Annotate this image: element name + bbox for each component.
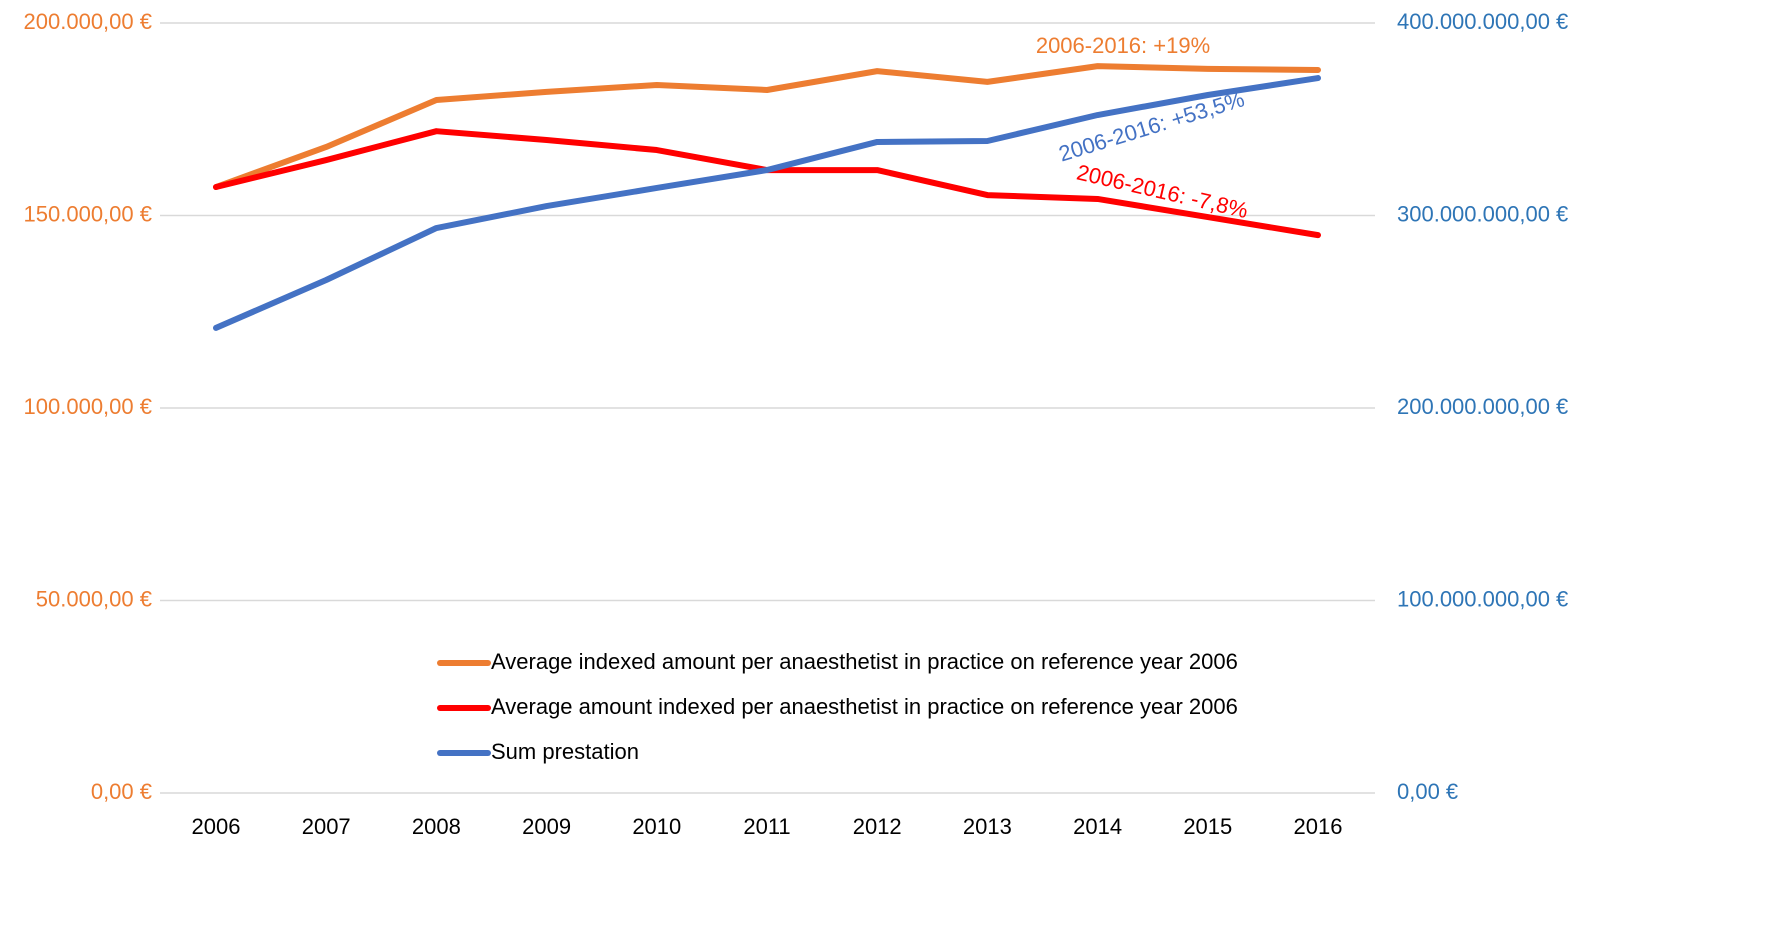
y2-tick-label: 300.000.000,00 € — [1397, 201, 1568, 226]
y2-tick-label: 200.000.000,00 € — [1397, 394, 1568, 419]
x-tick-label: 2011 — [743, 814, 790, 839]
y-tick-label: 150.000,00 € — [24, 201, 152, 226]
x-tick-label: 2013 — [963, 814, 1012, 839]
x-tick-label: 2008 — [412, 814, 461, 839]
x-tick-label: 2015 — [1183, 814, 1232, 839]
x-tick-label: 2016 — [1294, 814, 1343, 839]
x-tick-label: 2007 — [302, 814, 351, 839]
legend-label: Average amount indexed per anaesthetist … — [491, 694, 1238, 719]
y2-tick-label: 400.000.000,00 € — [1397, 9, 1568, 34]
x-tick-label: 2012 — [853, 814, 902, 839]
annotation: 2006-2016: -7,8% — [1074, 160, 1250, 224]
annotation: 2006-2016: +53,5% — [1056, 86, 1248, 166]
y-tick-label: 100.000,00 € — [24, 394, 152, 419]
x-tick-label: 2010 — [632, 814, 681, 839]
series-line — [213, 63, 1321, 191]
legend-label: Average indexed amount per anaesthetist … — [491, 649, 1238, 674]
y-tick-label: 0,00 € — [91, 779, 152, 804]
x-tick-label: 2014 — [1073, 814, 1122, 839]
legend-label: Sum prestation — [491, 739, 639, 764]
x-tick-label: 2009 — [522, 814, 571, 839]
y-tick-label: 50.000,00 € — [36, 586, 152, 611]
y2-tick-label: 0,00 € — [1397, 779, 1458, 804]
series-line — [213, 75, 1321, 331]
y2-tick-label: 100.000.000,00 € — [1397, 586, 1568, 611]
y-tick-label: 200.000,00 € — [24, 9, 152, 34]
x-tick-label: 2006 — [192, 814, 241, 839]
annotation: 2006-2016: +19% — [1036, 33, 1210, 58]
